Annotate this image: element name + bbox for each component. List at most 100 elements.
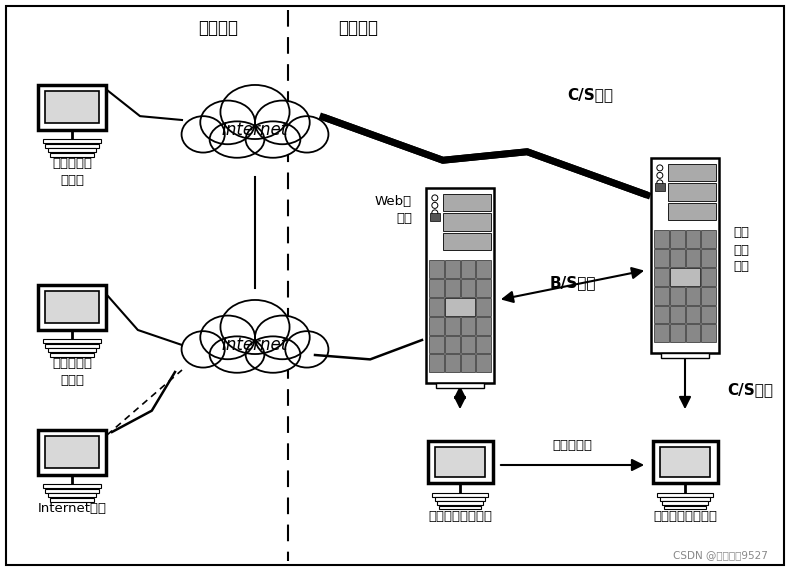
Circle shape — [656, 180, 663, 186]
Bar — [45, 144, 99, 148]
Bar — [651, 158, 719, 352]
Bar — [670, 249, 684, 267]
Circle shape — [656, 172, 663, 178]
Bar — [476, 279, 491, 297]
Bar — [476, 317, 491, 335]
Bar — [702, 268, 716, 286]
Circle shape — [656, 165, 663, 171]
Bar — [662, 501, 708, 505]
Bar — [653, 440, 717, 484]
Bar — [670, 287, 684, 304]
Bar — [45, 344, 99, 348]
Bar — [670, 268, 684, 286]
Bar — [435, 497, 485, 501]
Ellipse shape — [182, 116, 225, 152]
Bar — [668, 203, 717, 220]
Text: 查询和浏览工作站: 查询和浏览工作站 — [428, 510, 492, 523]
Bar — [445, 298, 460, 316]
Bar — [654, 230, 669, 248]
Ellipse shape — [255, 100, 310, 144]
Bar — [654, 324, 669, 342]
Bar — [50, 353, 94, 357]
Circle shape — [432, 210, 438, 216]
Ellipse shape — [246, 336, 300, 373]
Ellipse shape — [209, 336, 265, 373]
Bar — [38, 429, 106, 475]
Bar — [47, 148, 96, 152]
Bar — [43, 339, 101, 343]
Bar — [46, 436, 99, 468]
Bar — [686, 230, 700, 248]
Bar — [429, 336, 444, 353]
Bar — [670, 230, 684, 248]
Bar — [686, 287, 700, 304]
Bar — [426, 187, 494, 383]
Bar — [445, 279, 460, 297]
Ellipse shape — [255, 316, 310, 359]
Bar — [445, 298, 475, 316]
Bar — [654, 268, 669, 286]
Bar — [461, 317, 475, 335]
Bar — [432, 493, 487, 497]
Bar — [50, 498, 94, 502]
Bar — [660, 497, 710, 501]
Bar — [670, 268, 700, 286]
Text: Internet: Internet — [222, 121, 288, 139]
Ellipse shape — [220, 300, 290, 354]
Bar — [445, 336, 460, 353]
Bar — [443, 232, 491, 250]
Text: 企业外部: 企业外部 — [198, 19, 239, 37]
Bar — [476, 298, 491, 316]
Bar — [654, 305, 669, 323]
Bar — [439, 506, 481, 509]
Bar — [445, 355, 460, 372]
Bar — [429, 260, 444, 278]
Bar — [437, 501, 483, 505]
Bar — [461, 336, 475, 353]
Bar — [686, 305, 700, 323]
Bar — [46, 91, 99, 123]
Bar — [429, 355, 444, 372]
Text: 维护和修改工作站: 维护和修改工作站 — [653, 510, 717, 523]
Bar — [50, 153, 94, 157]
Bar — [702, 287, 716, 304]
Text: Internet用户: Internet用户 — [37, 502, 107, 515]
Text: 维护和修改
工作站: 维护和修改 工作站 — [52, 157, 92, 187]
Bar — [702, 249, 716, 267]
Circle shape — [432, 202, 438, 208]
Bar — [654, 249, 669, 267]
Ellipse shape — [220, 85, 290, 139]
Bar — [661, 352, 709, 359]
Bar — [43, 139, 101, 143]
Bar — [38, 85, 106, 130]
Bar — [686, 249, 700, 267]
Bar — [461, 279, 475, 297]
Bar — [664, 506, 706, 509]
Bar — [702, 230, 716, 248]
Bar — [476, 355, 491, 372]
Bar — [670, 305, 684, 323]
Bar — [45, 489, 99, 493]
Bar — [429, 317, 444, 335]
Bar — [38, 284, 106, 329]
Bar — [461, 298, 475, 316]
Text: 数据
库服
务器: 数据 库服 务器 — [733, 227, 749, 274]
Bar — [461, 355, 475, 372]
Bar — [429, 279, 444, 297]
Bar — [702, 305, 716, 323]
Bar — [654, 287, 669, 304]
Bar — [686, 268, 700, 286]
Bar — [46, 291, 99, 323]
Bar — [43, 484, 101, 488]
Bar — [436, 383, 483, 388]
Bar — [668, 183, 717, 201]
Text: C/S结构: C/S结构 — [727, 383, 773, 397]
Bar — [655, 183, 665, 191]
Bar — [429, 298, 444, 316]
Ellipse shape — [285, 116, 329, 152]
Text: Web服
务器: Web服 务器 — [375, 195, 412, 225]
Bar — [461, 260, 475, 278]
Bar — [443, 194, 491, 211]
Text: 企业内部: 企业内部 — [338, 19, 378, 37]
Text: B/S结构: B/S结构 — [549, 275, 596, 290]
